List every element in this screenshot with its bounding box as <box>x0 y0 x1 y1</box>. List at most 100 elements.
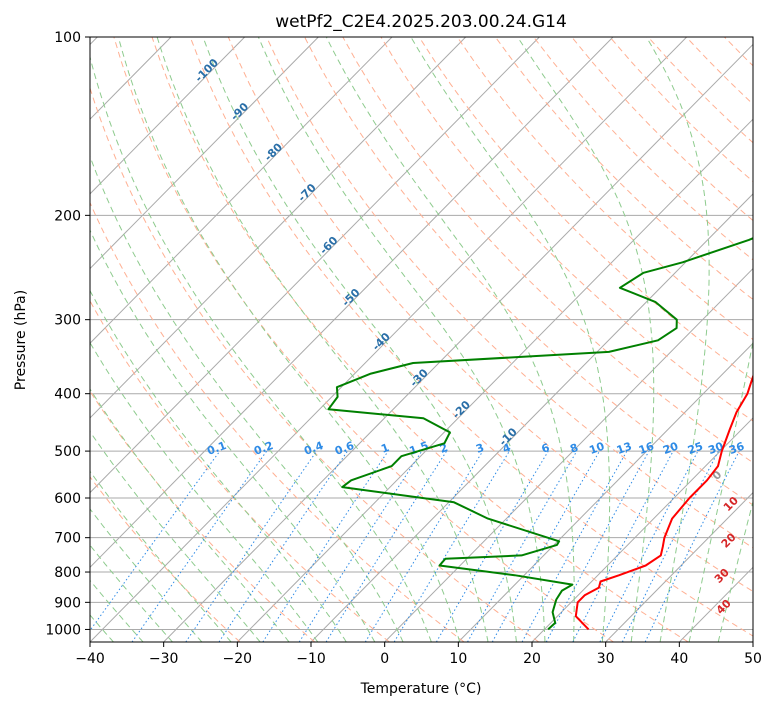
isotherm <box>384 267 753 642</box>
moist-adiabat <box>90 341 319 642</box>
mixing-ratio-label: 25 <box>686 440 705 457</box>
mixing-ratio-line <box>545 450 650 642</box>
x-tick-label: 40 <box>670 651 688 667</box>
moist-adiabat <box>688 339 753 642</box>
mixing-ratio-label: 36 <box>727 440 746 458</box>
dry-adiabat <box>304 37 753 506</box>
dry-adiabat <box>227 37 753 593</box>
isotherm <box>531 417 753 642</box>
isotherm <box>236 118 753 642</box>
isotherm <box>163 43 753 642</box>
x-tick-label: −40 <box>75 651 105 667</box>
mixing-ratio-line <box>90 450 221 632</box>
dry-adiabat <box>380 37 753 422</box>
mixing-ratio-line <box>621 450 719 642</box>
isotherm <box>605 491 753 642</box>
dry-adiabat <box>90 390 316 642</box>
mixing-ratio-label: 0.2 <box>252 439 275 458</box>
mixing-ratio-line <box>262 450 389 642</box>
isotherm <box>90 37 246 195</box>
isotherm <box>90 37 467 419</box>
chart-title: wetPf2_C2E4.2025.203.00.24.G14 <box>275 12 567 32</box>
mixing-ratio-label: 4 <box>501 441 513 456</box>
plot-frame <box>89 36 754 643</box>
moist-adiabat <box>257 37 546 642</box>
mixing-ratio-line <box>298 450 423 642</box>
background-lines <box>90 37 753 642</box>
y-axis-label: Pressure (hPa) <box>13 290 29 390</box>
y-tick-label: 300 <box>54 313 81 329</box>
y-tick-label: 1000 <box>45 622 81 638</box>
moist-adiabat <box>517 37 655 642</box>
dry-adiabat <box>151 37 689 642</box>
dry-adiabat <box>266 37 753 549</box>
isotherm <box>310 193 753 642</box>
mixing-ratio-line <box>325 450 448 642</box>
y-tick-label: 400 <box>54 387 81 403</box>
dry-adiabat <box>189 37 753 637</box>
dry-adiabat <box>90 299 390 642</box>
x-axis: −40 −30 −20 −10 0 10 20 30 40 50 <box>75 642 762 667</box>
moist-adiabat <box>156 37 489 642</box>
moist-adiabat <box>90 470 232 642</box>
mixing-ratio-line <box>521 450 628 642</box>
moist-adiabat <box>117 37 461 642</box>
isotherm <box>90 37 319 270</box>
mixing-ratio-label: 8 <box>568 441 580 456</box>
y-tick-label: 500 <box>54 444 81 460</box>
mixing-ratio-label: 6 <box>540 441 552 456</box>
mixing-ratio-line <box>364 450 484 642</box>
mixing-ratio-label: 1 <box>379 441 391 456</box>
sounding-profiles <box>327 237 753 631</box>
mixing-ratio-line <box>185 450 318 642</box>
x-tick-label: −10 <box>296 651 326 667</box>
moist-adiabat <box>325 37 575 642</box>
y-tick-label: 900 <box>54 595 81 611</box>
mixing-ratio-label: 2 <box>438 441 450 456</box>
y-tick-label: 600 <box>54 491 81 507</box>
dry-adiabat <box>90 475 241 642</box>
x-tick-label: 10 <box>449 651 467 667</box>
mixing-ratio-line <box>491 450 600 642</box>
temperature-profile <box>574 373 753 631</box>
mixing-ratio-label: 0.4 <box>302 439 325 458</box>
x-tick-label: −20 <box>223 651 253 667</box>
moist-adiabat <box>90 579 144 642</box>
mixing-ratio-label: 20 <box>661 440 680 458</box>
x-tick-label: 20 <box>523 651 541 667</box>
moist-adiabat <box>717 499 753 642</box>
dry-adiabat <box>342 37 753 464</box>
mixing-ratio-label: 0.1 <box>205 439 228 458</box>
mixing-ratio-label: 10 <box>587 440 606 458</box>
moist-adiabat <box>90 289 347 642</box>
mixing-ratio-line <box>393 450 510 642</box>
isotherm <box>90 37 688 642</box>
mixing-ratio-label: 16 <box>637 440 656 458</box>
mixing-ratio-label: 3 <box>474 441 486 456</box>
moist-adiabat <box>90 155 404 642</box>
mixing-ratio-line <box>131 450 268 642</box>
x-tick-label: 30 <box>597 651 615 667</box>
y-tick-label: 200 <box>54 208 81 224</box>
y-tick-label: 700 <box>54 531 81 547</box>
moist-adiabat <box>90 55 432 642</box>
x-tick-label: 50 <box>744 651 762 667</box>
mixing-ratio-label: 0.6 <box>333 439 356 458</box>
mixing-ratio-label: 13 <box>615 440 634 457</box>
moist-adiabat <box>645 37 710 642</box>
isotherm <box>90 37 393 344</box>
y-tick-label: 800 <box>54 565 81 581</box>
dewpoint-profile <box>327 237 753 631</box>
dry-adiabat <box>90 201 465 642</box>
moist-adiabat <box>90 430 261 642</box>
x-axis-label: Temperature (°C) <box>360 681 482 697</box>
mixing-ratio-line <box>644 450 740 642</box>
moist-adiabat <box>202 37 517 642</box>
moist-adiabat <box>90 388 290 642</box>
x-tick-label: −30 <box>149 651 179 667</box>
y-axis: 100 200 300 400 500 600 700 800 900 1000 <box>45 30 90 638</box>
isotherm <box>90 37 540 494</box>
y-tick-label: 100 <box>54 30 81 46</box>
